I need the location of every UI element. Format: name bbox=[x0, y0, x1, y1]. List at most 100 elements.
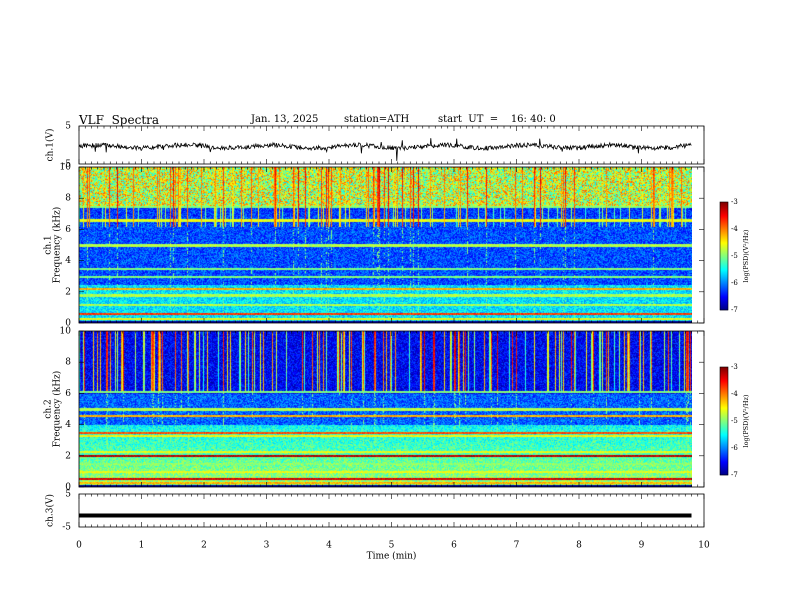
y-axis-label: ch.3(V) bbox=[45, 494, 56, 527]
colorbar-segment bbox=[720, 206, 728, 208]
colorbar-segment bbox=[720, 296, 728, 298]
colorbar-segment bbox=[720, 262, 728, 264]
colorbar-segment bbox=[720, 301, 728, 303]
colorbar-segment bbox=[720, 375, 728, 377]
colorbar-segment bbox=[720, 290, 728, 292]
colorbar-segment bbox=[720, 376, 728, 378]
x-tick-label: 7 bbox=[514, 541, 520, 551]
colorbar-segment bbox=[720, 404, 728, 406]
colorbar-segment bbox=[720, 286, 728, 288]
colorbar-segment bbox=[720, 472, 728, 474]
colorbar-segment bbox=[720, 308, 728, 310]
colorbar-segment bbox=[720, 214, 728, 216]
colorbar-segment bbox=[720, 437, 728, 439]
colorbar-segment bbox=[720, 258, 728, 260]
colorbar-segment bbox=[720, 293, 728, 295]
colorbar-segment bbox=[720, 281, 728, 283]
colorbar-segment bbox=[720, 384, 728, 386]
colorbar-segment bbox=[720, 374, 728, 376]
colorbar-segment bbox=[720, 390, 728, 392]
colorbar-segment bbox=[720, 393, 728, 395]
colorbar-segment bbox=[720, 439, 728, 441]
x-tick-label: 3 bbox=[264, 541, 270, 551]
y-axis-label: ch.1(V) bbox=[45, 129, 56, 162]
y-tick-label: 5 bbox=[65, 490, 71, 500]
colorbar-segment bbox=[720, 217, 728, 219]
colorbar-segment bbox=[720, 380, 728, 382]
colorbar-segment bbox=[720, 218, 728, 220]
colorbar-segment bbox=[720, 284, 728, 286]
colorbar-segment bbox=[720, 252, 728, 254]
colorbar-segment bbox=[720, 461, 728, 463]
colorbar-segment bbox=[720, 203, 728, 205]
colorbar-segment bbox=[720, 245, 728, 247]
colorbar-segment bbox=[720, 270, 728, 272]
colorbar-segment bbox=[720, 285, 728, 287]
colorbar-segment bbox=[720, 231, 728, 233]
colorbar-segment bbox=[720, 425, 728, 427]
colorbar-segment bbox=[720, 470, 728, 472]
x-tick-label: 4 bbox=[326, 541, 332, 551]
colorbar-segment bbox=[720, 474, 728, 476]
y-axis-label: Frequency (kHz) bbox=[52, 371, 63, 448]
colorbar-segment bbox=[720, 383, 728, 385]
colorbar-segment bbox=[720, 369, 728, 371]
colorbar-segment bbox=[720, 236, 728, 238]
colorbar-segment bbox=[720, 255, 728, 257]
colorbar-segment bbox=[720, 371, 728, 373]
colorbar-segment bbox=[720, 280, 728, 282]
colorbar-segment bbox=[720, 392, 728, 394]
colorbar-segment bbox=[720, 455, 728, 457]
y-tick-label: 2 bbox=[65, 287, 71, 297]
colorbar-segment bbox=[720, 459, 728, 461]
colorbar-segment bbox=[720, 378, 728, 380]
x-tick-label: 10 bbox=[698, 541, 710, 551]
colorbar-segment bbox=[720, 278, 728, 280]
x-tick-label: 8 bbox=[576, 541, 582, 551]
colorbar-segment bbox=[720, 202, 728, 204]
colorbar-segment bbox=[720, 283, 728, 285]
station-label: station=ATH bbox=[344, 114, 410, 125]
colorbar-segment bbox=[720, 279, 728, 281]
colorbar-segment bbox=[720, 389, 728, 391]
x-axis-label: Time (min) bbox=[367, 551, 417, 562]
colorbar-segment bbox=[720, 228, 728, 230]
figure-title: VLF Spectra bbox=[79, 113, 160, 127]
ch1-waveform-line bbox=[78, 138, 692, 161]
x-tick-label: 1 bbox=[139, 541, 145, 551]
colorbar-segment bbox=[720, 230, 728, 232]
colorbar-segment bbox=[720, 248, 728, 250]
colorbar-tick-label: -7 bbox=[731, 306, 738, 314]
colorbar-segment bbox=[720, 396, 728, 398]
colorbar-segment bbox=[720, 212, 728, 214]
colorbar-segment bbox=[720, 424, 728, 426]
colorbar-segment bbox=[720, 397, 728, 399]
y-tick-label: 0 bbox=[65, 483, 71, 493]
colorbar-segment bbox=[720, 240, 728, 242]
colorbar-segment bbox=[720, 387, 728, 389]
colorbar-segment bbox=[720, 411, 728, 413]
colorbar-segment bbox=[720, 239, 728, 241]
colorbar-segment bbox=[720, 247, 728, 249]
colorbar-segment bbox=[720, 272, 728, 274]
colorbar-segment bbox=[720, 208, 728, 210]
y-tick-label: 6 bbox=[65, 389, 71, 399]
colorbar-segment bbox=[720, 288, 728, 290]
colorbar-segment bbox=[720, 372, 728, 374]
colorbar-segment bbox=[720, 291, 728, 293]
colorbar-segment bbox=[720, 469, 728, 471]
y-tick-label: 6 bbox=[65, 225, 71, 235]
colorbar-segment bbox=[720, 216, 728, 218]
colorbar-segment bbox=[720, 265, 728, 267]
colorbar-segment bbox=[720, 224, 728, 226]
colorbar-segment bbox=[720, 300, 728, 302]
colorbar-segment bbox=[720, 458, 728, 460]
colorbar-tick-label: -5 bbox=[731, 252, 738, 260]
colorbar-segment bbox=[720, 234, 728, 236]
colorbar-segment bbox=[720, 257, 728, 259]
colorbar-segment bbox=[720, 205, 728, 207]
date-label: Jan. 13, 2025 bbox=[251, 114, 319, 125]
colorbar-segment bbox=[720, 297, 728, 299]
colorbar-segment bbox=[720, 447, 728, 449]
start-time-label: start UT = 16: 40: 0 bbox=[438, 114, 556, 125]
